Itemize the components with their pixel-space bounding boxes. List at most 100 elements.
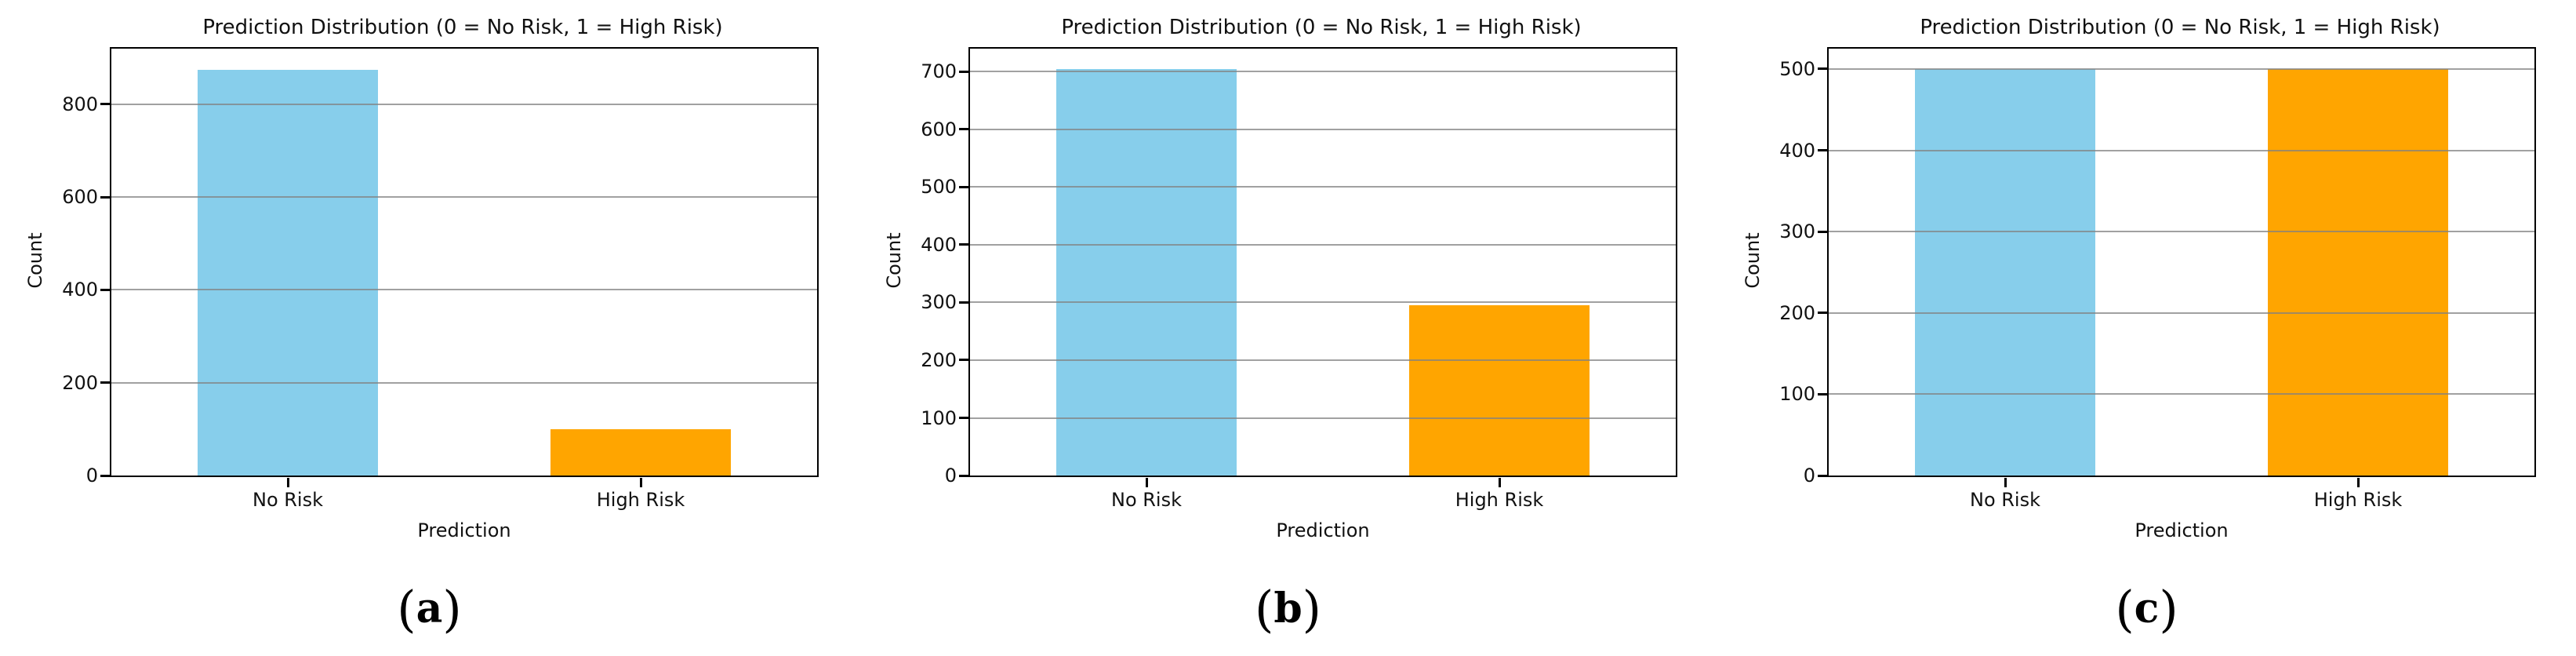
gridline-y-700 bbox=[970, 71, 1676, 73]
y-tick-label: 600 bbox=[62, 186, 98, 209]
gridline-y-300 bbox=[1829, 231, 2534, 233]
gridline-y-400 bbox=[111, 289, 817, 291]
y-tick-mark bbox=[1817, 230, 1827, 233]
x-tick-label: No Risk bbox=[1110, 489, 1183, 511]
x-tick-mark bbox=[1145, 477, 1148, 487]
gridline-y-800 bbox=[111, 103, 817, 105]
gridline-y-600 bbox=[111, 196, 817, 199]
chart-panel-b: Prediction Distribution (0 = No Risk, 1 … bbox=[859, 0, 1717, 656]
y-tick-label: 400 bbox=[921, 233, 957, 256]
y-axis-label: Count bbox=[1742, 232, 1764, 289]
y-tick-label: 500 bbox=[1779, 57, 1815, 80]
chart-title: Prediction Distribution (0 = No Risk, 1 … bbox=[1061, 16, 1582, 39]
y-tick-mark bbox=[1817, 392, 1827, 395]
bar-no-risk bbox=[1055, 68, 1237, 476]
bar-no-risk bbox=[197, 69, 378, 476]
y-tick-mark bbox=[1817, 149, 1827, 152]
caption-close-paren: ) bbox=[442, 580, 462, 638]
y-tick-label: 500 bbox=[921, 176, 957, 199]
gridline-y-400 bbox=[1829, 149, 2534, 151]
y-tick-label: 0 bbox=[944, 465, 957, 487]
x-tick-mark bbox=[286, 477, 289, 487]
y-tick-mark bbox=[100, 474, 110, 477]
caption-open-paren: ( bbox=[1254, 580, 1274, 638]
chart-panel-a: Prediction Distribution (0 = No Risk, 1 … bbox=[0, 0, 859, 656]
x-axis-label: Prediction bbox=[1276, 519, 1370, 541]
figure-caption: (b) bbox=[859, 578, 1717, 641]
y-tick-mark bbox=[958, 128, 968, 131]
plot-area: 0 100 200 300 400 500 600 700 No Risk High Risk Pr… bbox=[921, 47, 1677, 541]
x-axis-label: Prediction bbox=[2135, 519, 2229, 541]
y-tick-label: 100 bbox=[921, 406, 957, 429]
x-tick-mark bbox=[2356, 477, 2360, 487]
y-tick-label: 600 bbox=[921, 118, 957, 140]
gridline-y-600 bbox=[970, 128, 1676, 130]
x-axis-label: Prediction bbox=[417, 519, 511, 541]
caption-letter: a bbox=[416, 585, 443, 632]
y-axis-label: Count bbox=[24, 232, 46, 289]
caption-letter: c bbox=[2134, 585, 2160, 632]
gridline-y-500 bbox=[1829, 67, 2534, 70]
y-tick-mark bbox=[958, 359, 968, 362]
y-tick-mark bbox=[100, 288, 110, 291]
y-tick-mark bbox=[958, 417, 968, 419]
caption-open-paren: ( bbox=[397, 580, 416, 638]
caption-open-paren: ( bbox=[2115, 580, 2135, 638]
figure-caption: (a) bbox=[0, 578, 859, 641]
y-tick-mark bbox=[958, 243, 968, 246]
x-tick-label: High Risk bbox=[596, 489, 685, 511]
y-tick-mark bbox=[958, 185, 968, 188]
figure-caption: (c) bbox=[1717, 578, 2576, 641]
chart-title: Prediction Distribution (0 = No Risk, 1 … bbox=[202, 16, 723, 39]
y-axis-label: Count bbox=[883, 232, 905, 289]
y-tick-label: 0 bbox=[1803, 465, 1815, 487]
chart-title: Prediction Distribution (0 = No Risk, 1 … bbox=[1920, 16, 2440, 39]
y-tick-label: 200 bbox=[921, 348, 957, 371]
gridline-y-500 bbox=[970, 186, 1676, 188]
y-tick-label: 100 bbox=[1779, 383, 1815, 406]
gridline-y-100 bbox=[1829, 393, 2534, 395]
x-tick-label: No Risk bbox=[252, 489, 324, 511]
bar-high-risk bbox=[1408, 305, 1590, 476]
x-tick-label: No Risk bbox=[1969, 489, 2041, 511]
x-tick-label: High Risk bbox=[2313, 489, 2403, 511]
plot-area: 0 100 200 300 400 500 No Risk High Risk Predicti… bbox=[1779, 47, 2536, 541]
gridline-y-300 bbox=[970, 301, 1676, 304]
y-tick-label: 300 bbox=[1779, 220, 1815, 243]
caption-letter: b bbox=[1273, 585, 1303, 632]
caption-close-paren: ) bbox=[2159, 580, 2178, 638]
chart-panel-c: Prediction Distribution (0 = No Risk, 1 … bbox=[1717, 0, 2576, 656]
gridline-y-400 bbox=[970, 243, 1676, 246]
gridline-y-200 bbox=[1829, 312, 2534, 314]
y-tick-mark bbox=[100, 381, 110, 384]
y-tick-label: 800 bbox=[62, 93, 98, 115]
y-tick-label: 400 bbox=[62, 279, 98, 301]
gridline-y-200 bbox=[970, 359, 1676, 361]
y-tick-mark bbox=[958, 70, 968, 73]
plot-area: 0 200 400 600 800 No Risk High Risk Prediction bbox=[62, 47, 819, 541]
gridline-y-200 bbox=[111, 381, 817, 384]
x-tick-label: High Risk bbox=[1455, 489, 1544, 511]
y-tick-label: 0 bbox=[85, 465, 98, 487]
y-tick-mark bbox=[958, 474, 968, 477]
bar-no-risk bbox=[1914, 68, 2095, 476]
x-tick-mark bbox=[2004, 477, 2007, 487]
y-tick-label: 400 bbox=[1779, 139, 1815, 162]
y-tick-label: 700 bbox=[921, 60, 957, 83]
bar-high-risk bbox=[550, 428, 731, 476]
y-tick-mark bbox=[958, 301, 968, 304]
y-tick-mark bbox=[100, 195, 110, 199]
y-tick-label: 200 bbox=[1779, 301, 1815, 324]
gridline-y-100 bbox=[970, 417, 1676, 419]
bar-high-risk bbox=[2267, 68, 2448, 476]
caption-close-paren: ) bbox=[1302, 580, 1322, 638]
y-tick-label: 200 bbox=[62, 371, 98, 394]
y-tick-mark bbox=[100, 103, 110, 106]
y-tick-mark bbox=[1817, 474, 1827, 477]
y-tick-mark bbox=[1817, 67, 1827, 71]
y-tick-label: 300 bbox=[921, 291, 957, 314]
x-tick-mark bbox=[1498, 477, 1501, 487]
x-tick-mark bbox=[639, 477, 642, 487]
y-tick-mark bbox=[1817, 312, 1827, 315]
